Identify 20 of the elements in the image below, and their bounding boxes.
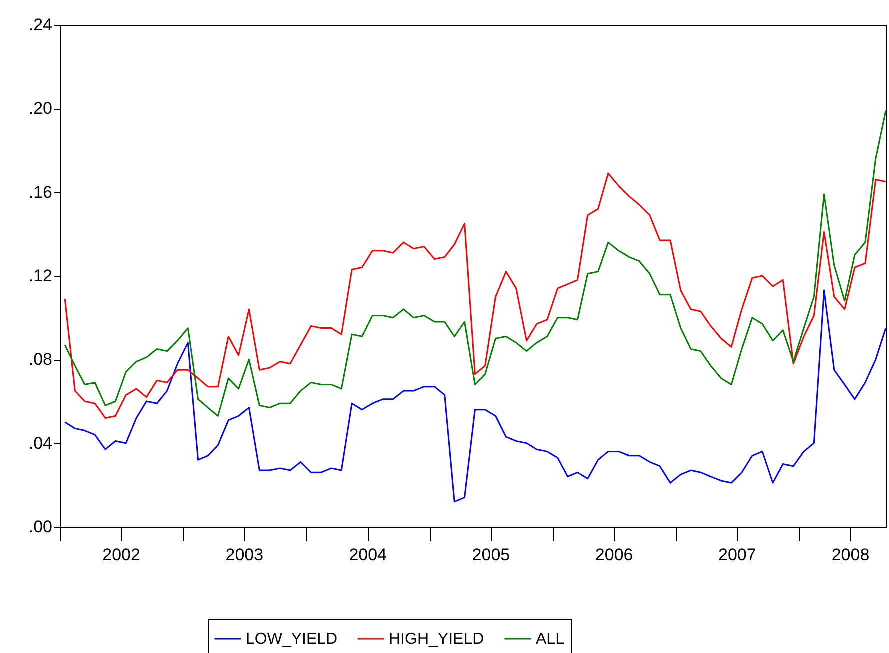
y-tick-label: .04 <box>28 434 52 453</box>
y-tick-label: .20 <box>28 99 52 118</box>
y-tick-label: .08 <box>28 350 52 370</box>
x-tick-label: 2003 <box>226 546 264 564</box>
legend-label: ALL <box>536 631 565 648</box>
x-tick-label: 2002 <box>102 546 140 564</box>
y-tick-label: .00 <box>28 518 52 536</box>
legend-label: HIGH_YIELD <box>389 631 484 648</box>
x-tick-label: 2004 <box>349 546 388 564</box>
x-tick-label: 2007 <box>718 546 756 564</box>
legend-label: LOW_YIELD <box>246 631 338 648</box>
x-tick-label: 2006 <box>595 546 634 564</box>
y-tick-label: .12 <box>28 266 52 286</box>
line-series <box>64 172 887 419</box>
x-tick-label: 2008 <box>832 546 870 564</box>
y-tick-label: .16 <box>28 182 52 202</box>
line-series <box>64 110 887 417</box>
y-tick-label: .24 <box>28 16 52 34</box>
line-series <box>64 290 887 503</box>
x-tick-label: 2005 <box>472 546 510 564</box>
